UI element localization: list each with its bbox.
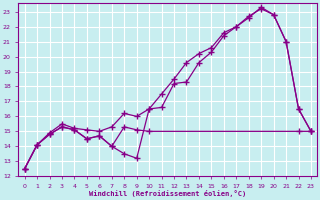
X-axis label: Windchill (Refroidissement éolien,°C): Windchill (Refroidissement éolien,°C) — [89, 190, 246, 197]
